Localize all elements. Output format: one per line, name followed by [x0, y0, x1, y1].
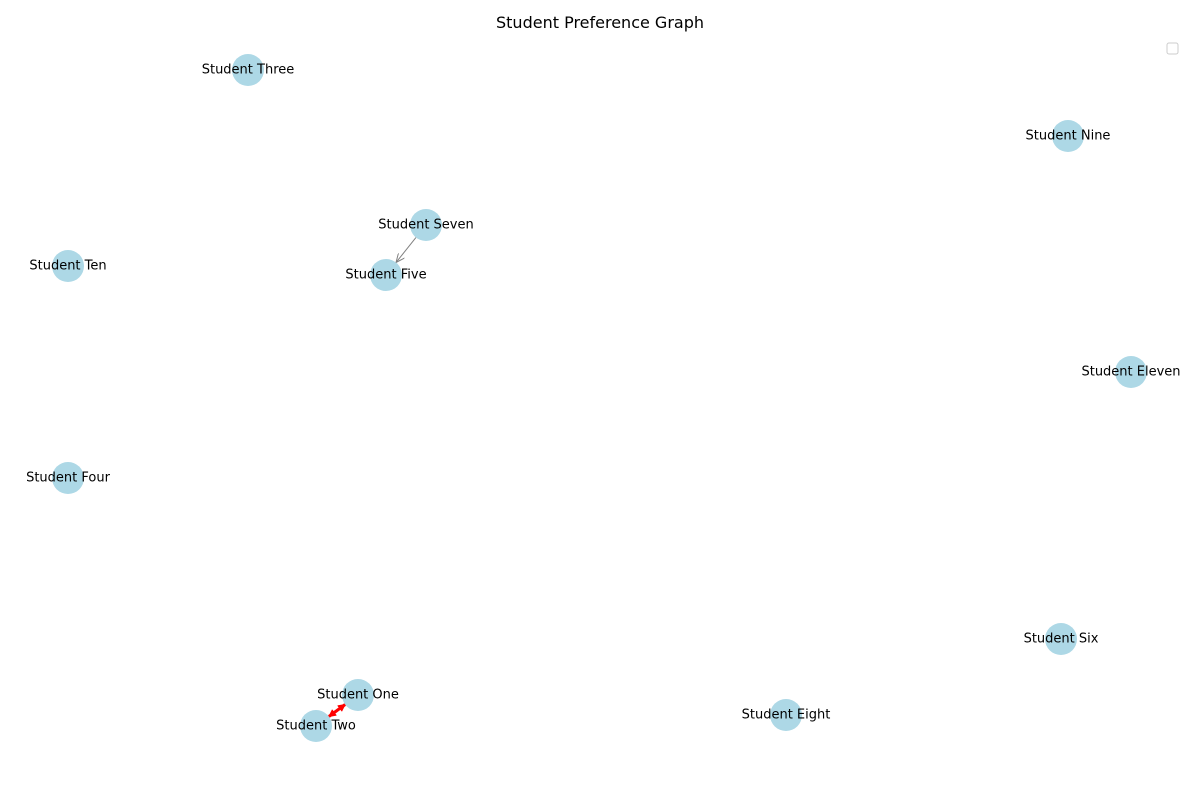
node-label-s9: Student Nine [1026, 129, 1111, 144]
node-label-s2: Student Two [276, 719, 356, 734]
edge-s1-s2 [327, 703, 347, 718]
node-label-s1: Student One [317, 688, 399, 703]
node-label-s6: Student Six [1024, 632, 1099, 647]
node-s8 [770, 699, 802, 731]
node-s3 [232, 54, 264, 86]
node-s5 [370, 259, 402, 291]
node-label-s10: Student Ten [29, 259, 106, 274]
node-s4 [52, 462, 84, 494]
edges-layer [327, 237, 417, 718]
node-label-s7: Student Seven [378, 218, 474, 233]
node-s11 [1115, 356, 1147, 388]
node-label-s5: Student Five [345, 268, 426, 283]
graph-title: Student Preference Graph [496, 13, 704, 32]
node-label-s4: Student Four [26, 471, 111, 486]
node-s6 [1045, 623, 1077, 655]
node-s9 [1052, 120, 1084, 152]
edge-s7-s5 [396, 237, 417, 262]
node-s1 [342, 679, 374, 711]
node-s2 [300, 710, 332, 742]
node-label-s11: Student Eleven [1081, 365, 1180, 380]
node-s7 [410, 209, 442, 241]
legend-box [1166, 42, 1179, 55]
node-s10 [52, 250, 84, 282]
node-label-s8: Student Eight [742, 708, 831, 723]
node-label-s3: Student Three [202, 63, 295, 78]
nodes-layer: Student Three Student Nine Student Seven St… [26, 54, 1181, 742]
